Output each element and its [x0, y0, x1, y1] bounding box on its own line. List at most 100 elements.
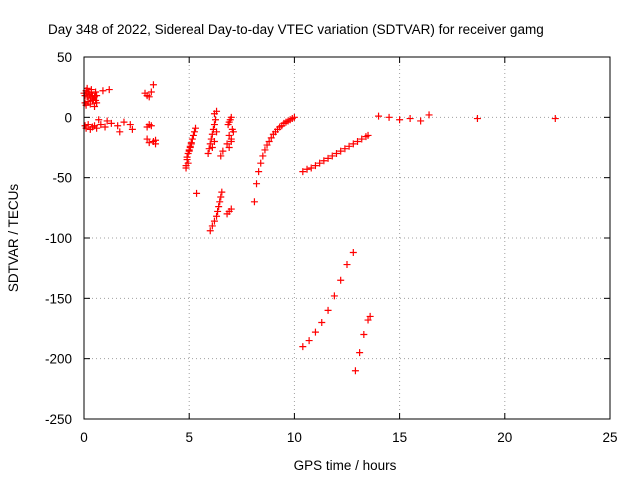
data-point [87, 86, 95, 94]
chart-title: Day 348 of 2022, Sidereal Day-to-day VTE… [48, 22, 544, 37]
data-point [229, 128, 237, 136]
data-point [364, 131, 372, 139]
data-point [255, 168, 263, 176]
data-point [265, 137, 273, 145]
data-point [227, 135, 235, 143]
data-point [105, 86, 113, 94]
data-point [299, 168, 307, 176]
data-point [341, 145, 349, 153]
data-point [189, 131, 197, 139]
y-tick-label: -250 [45, 412, 72, 427]
data-point [107, 119, 115, 127]
data-point [204, 150, 212, 158]
data-point [213, 128, 221, 136]
y-tick-label: 50 [57, 50, 72, 65]
data-point [328, 152, 336, 160]
data-point [188, 135, 196, 143]
data-point [324, 306, 332, 314]
data-point [311, 328, 319, 336]
x-axis-label: GPS time / hours [294, 458, 397, 473]
data-point [305, 337, 313, 345]
data-point [147, 88, 155, 96]
data-point [216, 198, 224, 206]
data-point [225, 131, 233, 139]
data-point [103, 117, 111, 125]
data-point [356, 349, 364, 357]
data-point [332, 150, 340, 158]
data-point [360, 331, 368, 339]
y-tick-labels: 50 0 -50 -100 -150 -200 -250 [45, 50, 72, 427]
data-point [250, 198, 258, 206]
data-point [210, 137, 218, 145]
y-tick-label: -200 [45, 352, 72, 367]
data-point [214, 207, 222, 215]
data-point [217, 193, 225, 201]
data-point [345, 142, 353, 150]
x-tick-label: 25 [602, 430, 617, 445]
data-point [147, 122, 155, 130]
data-point [225, 144, 233, 151]
data-point [114, 122, 122, 130]
data-point [358, 135, 366, 143]
data-point [311, 162, 319, 170]
data-point [126, 121, 134, 129]
data-point [303, 165, 311, 173]
data-point [343, 261, 351, 269]
axis-ticks [83, 56, 611, 420]
data-point [218, 188, 226, 196]
y-tick-label: -150 [45, 291, 72, 306]
data-point [349, 248, 357, 256]
data-point [290, 113, 298, 121]
data-point [364, 316, 372, 324]
data-point [88, 96, 96, 104]
data-point [385, 113, 393, 121]
data-point [186, 144, 194, 151]
data-point [261, 146, 269, 154]
data-point [192, 124, 200, 132]
data-point [253, 180, 261, 188]
data-point [145, 139, 153, 147]
data-point [93, 124, 101, 132]
data-point [324, 154, 332, 162]
grid [84, 57, 610, 419]
y-tick-label: 0 [64, 110, 72, 125]
data-point [227, 205, 235, 213]
data-point [215, 203, 223, 211]
data-point [425, 111, 433, 119]
data-point [128, 125, 136, 133]
data-point [227, 113, 235, 121]
data-point [217, 152, 225, 160]
data-point [152, 140, 160, 148]
data-point [210, 110, 218, 118]
data-point [143, 135, 151, 143]
data-point [259, 152, 267, 160]
data-point [145, 93, 153, 101]
data-point [396, 116, 404, 124]
x-tick-label: 0 [80, 430, 88, 445]
data-point [366, 312, 374, 320]
x-tick-label: 15 [392, 430, 407, 445]
data-point [257, 159, 265, 167]
data-point [337, 147, 345, 155]
data-point [93, 92, 101, 100]
y-axis-label: SDTVAR / TECUs [6, 184, 21, 293]
data-point [316, 159, 324, 167]
data-point [116, 128, 124, 136]
y-tick-label: -100 [45, 231, 72, 246]
data-point [205, 145, 213, 153]
data-point [208, 144, 216, 151]
x-tick-label: 20 [497, 430, 512, 445]
data-point [208, 222, 216, 230]
data-point [473, 115, 481, 123]
data-point [84, 121, 92, 129]
data-point [120, 118, 128, 126]
data-point [406, 115, 414, 123]
data-point [551, 115, 559, 123]
data-point [210, 217, 218, 225]
data-point [213, 212, 221, 220]
data-point [83, 84, 91, 92]
data-point [330, 292, 338, 300]
data-point [318, 318, 326, 326]
data-point [223, 140, 231, 148]
